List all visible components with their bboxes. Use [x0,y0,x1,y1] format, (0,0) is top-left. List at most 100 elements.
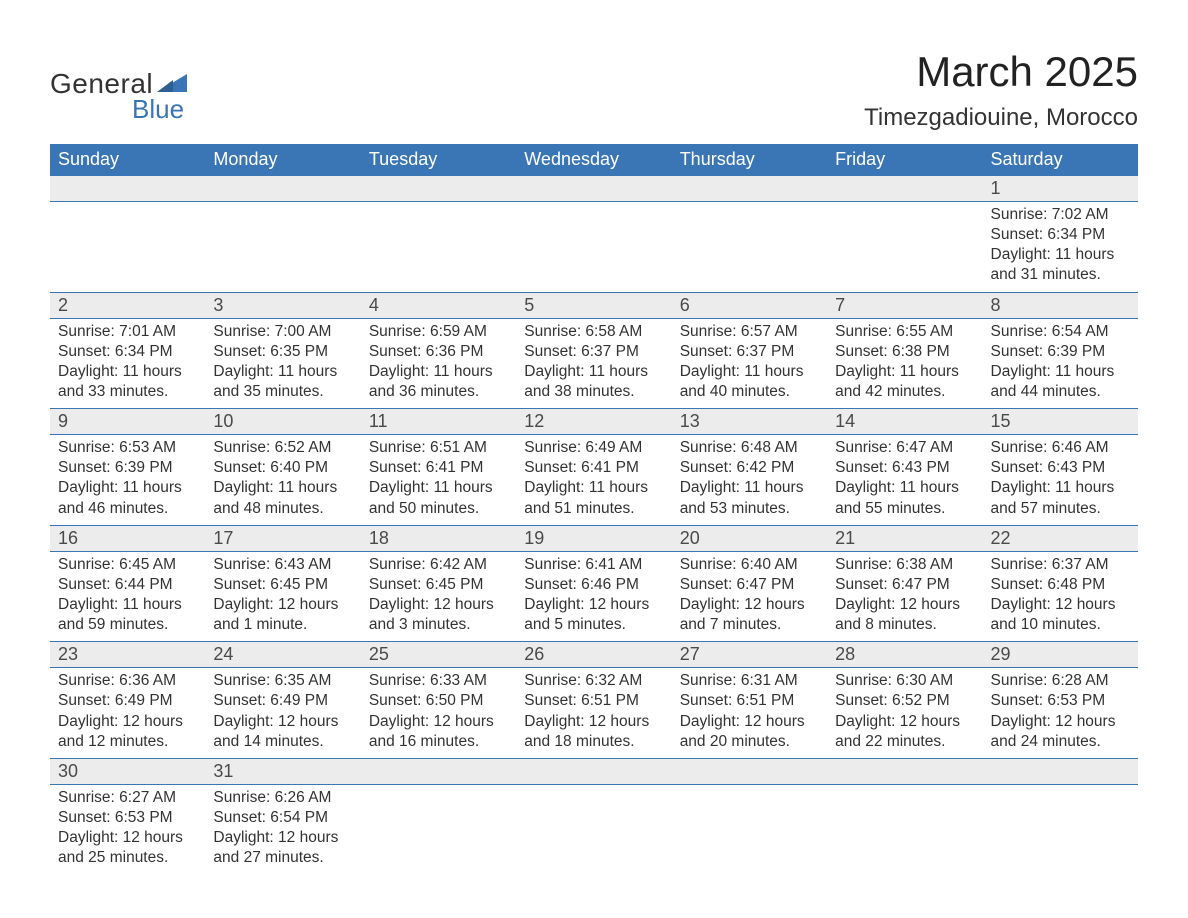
header: General Blue March 2025 Timezgadiouine, … [50,48,1138,132]
daylight2-text: and 25 minutes. [58,848,197,868]
day-details-cell: Sunrise: 7:00 AMSunset: 6:35 PMDaylight:… [205,318,360,409]
day-details-cell: Sunrise: 6:51 AMSunset: 6:41 PMDaylight:… [361,435,516,526]
daylight2-text: and 1 minute. [213,615,352,635]
day-number: 14 [835,411,855,431]
day-details-cell [50,202,205,293]
details-row: Sunrise: 7:02 AMSunset: 6:34 PMDaylight:… [50,202,1138,293]
daylight1-text: Daylight: 11 hours [213,362,352,382]
daylight1-text: Daylight: 11 hours [58,478,197,498]
sunrise-text: Sunrise: 6:51 AM [369,438,508,458]
day-number-cell: 16 [50,525,205,551]
sunset-text: Sunset: 6:38 PM [835,342,974,362]
sunrise-text: Sunrise: 6:47 AM [835,438,974,458]
day-details-cell: Sunrise: 6:36 AMSunset: 6:49 PMDaylight:… [50,668,205,759]
daylight2-text: and 8 minutes. [835,615,974,635]
day-number-cell: 13 [672,409,827,435]
day-number: 29 [991,644,1011,664]
daylight1-text: Daylight: 11 hours [680,362,819,382]
day-details-cell: Sunrise: 6:46 AMSunset: 6:43 PMDaylight:… [983,435,1138,526]
sunset-text: Sunset: 6:39 PM [991,342,1130,362]
day-number-cell: 6 [672,292,827,318]
sunset-text: Sunset: 6:36 PM [369,342,508,362]
daylight1-text: Daylight: 11 hours [369,362,508,382]
day-number: 4 [369,295,379,315]
day-number: 23 [58,644,78,664]
col-monday: Monday [205,144,360,176]
daylight1-text: Daylight: 11 hours [835,478,974,498]
daylight1-text: Daylight: 12 hours [835,712,974,732]
sunrise-text: Sunrise: 6:48 AM [680,438,819,458]
sunrise-text: Sunrise: 6:26 AM [213,788,352,808]
daylight2-text: and 36 minutes. [369,382,508,402]
day-details-cell: Sunrise: 7:01 AMSunset: 6:34 PMDaylight:… [50,318,205,409]
col-sunday: Sunday [50,144,205,176]
daylight2-text: and 33 minutes. [58,382,197,402]
day-number: 31 [213,761,233,781]
sunrise-text: Sunrise: 6:58 AM [524,322,663,342]
sunrise-text: Sunrise: 6:32 AM [524,671,663,691]
day-number: 24 [213,644,233,664]
day-details-cell: Sunrise: 6:38 AMSunset: 6:47 PMDaylight:… [827,551,982,642]
sunset-text: Sunset: 6:45 PM [213,575,352,595]
day-details-cell: Sunrise: 6:28 AMSunset: 6:53 PMDaylight:… [983,668,1138,759]
daylight1-text: Daylight: 11 hours [58,362,197,382]
brand-logo: General Blue [50,68,187,125]
daynum-row: 30 31 [50,758,1138,784]
daylight1-text: Daylight: 11 hours [991,478,1130,498]
day-number-cell [827,176,982,202]
day-number-cell [672,758,827,784]
daynum-row: 23242526272829 [50,642,1138,668]
daylight1-text: Daylight: 11 hours [213,478,352,498]
sunrise-text: Sunrise: 6:46 AM [991,438,1130,458]
day-number: 20 [680,528,700,548]
day-details-cell: Sunrise: 6:47 AMSunset: 6:43 PMDaylight:… [827,435,982,526]
day-number: 11 [369,411,388,431]
daylight1-text: Daylight: 12 hours [835,595,974,615]
day-number-cell: 23 [50,642,205,668]
day-number-cell: 15 [983,409,1138,435]
day-details-cell: Sunrise: 6:48 AMSunset: 6:42 PMDaylight:… [672,435,827,526]
day-details-cell: Sunrise: 6:26 AMSunset: 6:54 PMDaylight:… [205,784,360,874]
sunset-text: Sunset: 6:37 PM [524,342,663,362]
day-details-cell: Sunrise: 6:59 AMSunset: 6:36 PMDaylight:… [361,318,516,409]
col-tuesday: Tuesday [361,144,516,176]
day-number-cell [361,176,516,202]
sunrise-text: Sunrise: 7:00 AM [213,322,352,342]
daylight2-text: and 20 minutes. [680,732,819,752]
day-details-cell: Sunrise: 6:53 AMSunset: 6:39 PMDaylight:… [50,435,205,526]
sunset-text: Sunset: 6:50 PM [369,691,508,711]
day-number: 21 [835,528,855,548]
daylight2-text: and 38 minutes. [524,382,663,402]
sunrise-text: Sunrise: 6:33 AM [369,671,508,691]
daylight1-text: Daylight: 12 hours [991,595,1130,615]
sunrise-text: Sunrise: 6:43 AM [213,555,352,575]
day-details-cell: Sunrise: 6:43 AMSunset: 6:45 PMDaylight:… [205,551,360,642]
day-number-cell: 5 [516,292,671,318]
daylight2-text: and 31 minutes. [991,265,1130,285]
sunset-text: Sunset: 6:46 PM [524,575,663,595]
weekday-header-row: Sunday Monday Tuesday Wednesday Thursday… [50,144,1138,176]
sunset-text: Sunset: 6:49 PM [58,691,197,711]
col-thursday: Thursday [672,144,827,176]
daylight2-text: and 46 minutes. [58,499,197,519]
day-number-cell: 10 [205,409,360,435]
day-number: 26 [524,644,544,664]
sunrise-text: Sunrise: 6:30 AM [835,671,974,691]
sunset-text: Sunset: 6:51 PM [524,691,663,711]
day-number-cell: 30 [50,758,205,784]
daylight2-text: and 12 minutes. [58,732,197,752]
sunset-text: Sunset: 6:43 PM [991,458,1130,478]
day-number-cell: 31 [205,758,360,784]
day-number-cell [516,176,671,202]
day-number-cell: 24 [205,642,360,668]
sunrise-text: Sunrise: 6:41 AM [524,555,663,575]
day-number: 19 [524,528,544,548]
sunrise-text: Sunrise: 6:36 AM [58,671,197,691]
day-number: 7 [835,295,845,315]
day-number: 1 [991,178,1001,198]
day-number-cell: 27 [672,642,827,668]
sunrise-text: Sunrise: 6:31 AM [680,671,819,691]
daylight1-text: Daylight: 11 hours [524,362,663,382]
daylight2-text: and 16 minutes. [369,732,508,752]
daylight2-text: and 57 minutes. [991,499,1130,519]
